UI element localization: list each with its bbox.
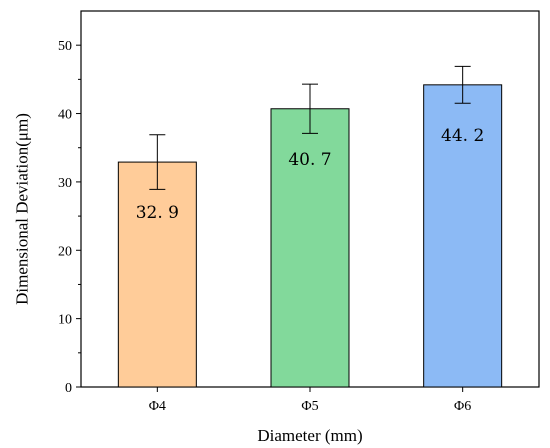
- data-label-1: 32. 9: [136, 203, 179, 223]
- x-tick-label-1: Φ4: [149, 399, 166, 414]
- error-bars-layer: [149, 65, 471, 190]
- bar-2: [270, 108, 350, 388]
- data-label-3: 44. 2: [441, 126, 484, 146]
- x-tick-label-2: Φ5: [301, 399, 318, 414]
- data-label-2: 40. 7: [288, 150, 331, 170]
- y-tick-label-3: 20: [58, 244, 72, 259]
- data-labels-layer: 32. 9 40. 7 44. 2: [136, 126, 485, 223]
- y-tick-label-4: 30: [58, 176, 72, 191]
- bar-1: [117, 161, 197, 388]
- y-tick-label-2: 10: [58, 313, 72, 328]
- bars-layer: [117, 84, 503, 388]
- y-axis-title: Dimensional Deviation(μm): [13, 113, 32, 305]
- x-tick-label-3: Φ6: [454, 399, 471, 414]
- y-tick-label-1: 0: [65, 381, 72, 396]
- x-axis-title: Diameter (mm): [257, 426, 362, 445]
- y-tick-label-6: 50: [58, 39, 72, 54]
- axes-layer: Φ4 Φ5 Φ6 0 10 20 30 40 50: [58, 39, 471, 414]
- y-tick-label-5: 40: [58, 108, 72, 123]
